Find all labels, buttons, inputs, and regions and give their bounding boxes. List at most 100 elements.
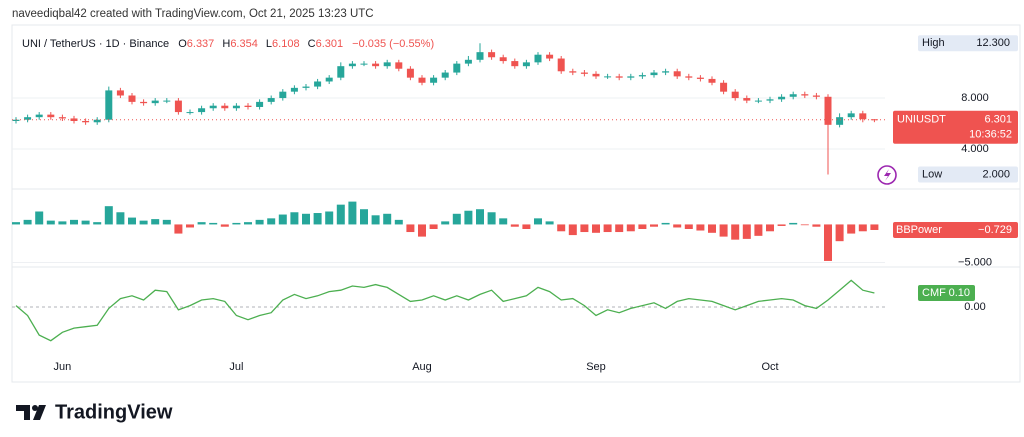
candle-body (232, 105, 240, 109)
indicator-value: 0.10 (949, 287, 970, 299)
candle-body (186, 112, 194, 114)
bar (209, 222, 218, 225)
candle-body (70, 118, 78, 121)
bar (232, 222, 241, 225)
y-tick-label: 0.00 (964, 301, 985, 313)
bar (812, 224, 821, 227)
indicator-badge (918, 285, 975, 302)
bar (568, 224, 577, 236)
bar (650, 224, 658, 227)
candle-body (116, 90, 124, 96)
price-marker-name: Low (922, 168, 942, 180)
candle-body (836, 117, 844, 125)
bar (684, 224, 693, 229)
bar (487, 212, 496, 225)
candle-body (314, 81, 322, 87)
bar (70, 219, 78, 225)
alert-icon[interactable] (877, 165, 897, 185)
candle-body (534, 54, 542, 63)
change: −0.035 (−0.55%) (352, 38, 434, 50)
bar (464, 210, 473, 225)
candle-body (302, 86, 310, 88)
bar (441, 221, 450, 225)
bar (139, 220, 148, 225)
bar (360, 209, 368, 225)
candle-body (638, 75, 646, 77)
ohlc-value: 6.337 (187, 38, 215, 50)
candle-body (93, 119, 101, 123)
candle-body (847, 113, 855, 118)
bar (661, 222, 670, 225)
bar (220, 224, 229, 227)
bar (673, 224, 682, 228)
candle-body (511, 61, 519, 67)
candle-body (360, 63, 368, 65)
bar (510, 224, 519, 227)
bar (267, 218, 276, 225)
bar (162, 219, 171, 225)
candle-body (720, 82, 728, 92)
indicator-name: CMF (922, 287, 946, 299)
bar (278, 214, 287, 225)
bar (719, 224, 728, 237)
bar (777, 224, 786, 226)
candle-body (812, 95, 820, 97)
bar (638, 224, 647, 229)
candle-body (395, 62, 403, 69)
candle-body (557, 58, 565, 72)
bar (742, 224, 751, 239)
bar (626, 224, 635, 232)
indicator-name: BBPower (896, 224, 942, 236)
bar (174, 224, 183, 234)
candle-body (546, 54, 554, 59)
countdown: 10:36:52 (969, 129, 1012, 141)
candle-body (279, 91, 287, 99)
candle-body (522, 62, 530, 67)
brand-name: TradingView (55, 401, 173, 423)
bar (46, 220, 55, 225)
candle-body (592, 73, 600, 77)
bar (592, 224, 600, 233)
candle-body (499, 57, 507, 62)
bar (545, 221, 554, 225)
candle-body (372, 63, 380, 67)
bar (58, 221, 67, 225)
ohlc-value: 6.354 (230, 38, 258, 50)
candle-body (488, 52, 496, 58)
bar (580, 224, 589, 233)
candle-body (476, 52, 484, 60)
candle-body (198, 108, 206, 113)
bar (81, 220, 90, 225)
bar (708, 224, 716, 233)
bar (151, 219, 160, 225)
ohlc-label: H (222, 38, 230, 50)
candle-body (824, 96, 832, 125)
candle-body (58, 117, 66, 119)
candle-body (24, 117, 32, 120)
candle-body (731, 91, 739, 99)
candle-body (870, 119, 878, 121)
price-marker-box (918, 166, 1018, 183)
ohlc-value: 6.108 (272, 38, 300, 50)
last-price-badge (893, 110, 1018, 144)
bar (116, 212, 125, 225)
bar (302, 213, 310, 225)
bar (824, 224, 832, 261)
indicator-badge (893, 221, 1018, 238)
bar (128, 217, 136, 225)
bar (197, 222, 206, 225)
ohlc-value: 6.301 (316, 38, 344, 50)
bar (186, 224, 194, 228)
candle-body (569, 71, 577, 73)
candle-body (105, 90, 113, 120)
x-tick-label: Jul (229, 361, 243, 373)
bar (603, 224, 612, 233)
candle-body (267, 98, 275, 102)
price-marker-value: 12.300 (976, 37, 1010, 49)
candle-body (174, 100, 182, 113)
y-tick-label: −5.000 (958, 256, 992, 268)
candle-body (325, 77, 333, 82)
candle-body (418, 77, 426, 83)
price-marker-name: High (922, 37, 945, 49)
